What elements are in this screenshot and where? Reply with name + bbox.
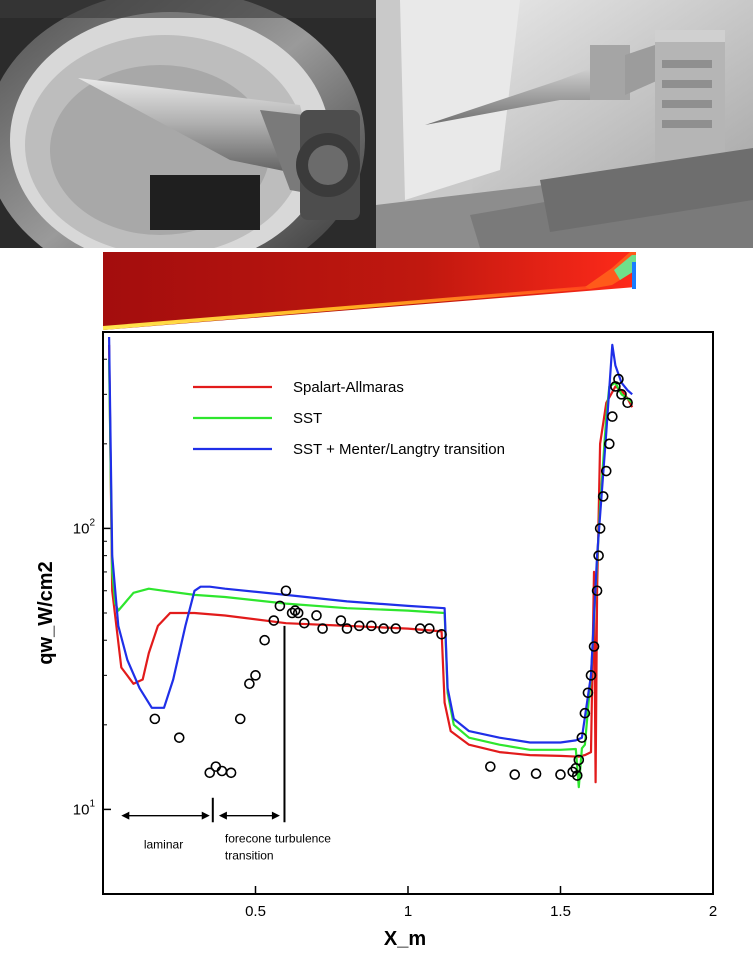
x-tick-label: 0.5 (245, 903, 266, 920)
experiment-point (622, 397, 633, 409)
series-line-sst-menter-langtry-transition (108, 336, 633, 744)
annotation-label-laminar: laminar (144, 838, 183, 852)
experiment-point (509, 769, 521, 780)
series-line-sst (108, 359, 633, 789)
experiment-point (204, 767, 216, 779)
experiment-point (390, 623, 402, 634)
y-tick-label: 101 (73, 798, 96, 818)
heat-flux-chart: 0.5 1 1.5 2 101 102 laminar forecone turbulenc… (35, 331, 717, 950)
experiment-point (366, 620, 377, 632)
legend-label: Spalart-Allmaras (293, 379, 404, 396)
annotation-arrowhead (218, 811, 227, 820)
wind-tunnel-cone-photo (0, 0, 376, 248)
experiment-point (311, 610, 322, 621)
experiment-point (582, 687, 594, 699)
experiment-point (244, 678, 255, 690)
experiment-point (268, 615, 280, 626)
experiment-point (600, 465, 612, 477)
experiment-point (607, 411, 618, 422)
experiment-point (613, 373, 624, 385)
photo-band (0, 0, 753, 248)
annotation-label-transition: transition (225, 849, 274, 863)
experiment-point (555, 769, 566, 780)
y-axis-title: qw_W/cm2 (35, 561, 57, 664)
experiment-point (571, 770, 583, 781)
experiment-point (341, 623, 353, 634)
experiment-point (225, 767, 237, 779)
series-line-spalart-allmaras (108, 344, 634, 784)
experiment-point (436, 628, 447, 640)
experiment-point (280, 585, 292, 597)
experiment-point (579, 707, 591, 719)
experiment-point (292, 607, 304, 619)
annotation-arrowhead (201, 811, 210, 820)
x-axis-title: X_m (384, 928, 426, 950)
annotation-arrowhead (271, 811, 280, 820)
experiment-point (289, 605, 301, 616)
experiment-point (353, 620, 365, 632)
experiment-point (585, 670, 597, 681)
annotation-arrowhead (121, 811, 130, 820)
experiment-point (149, 713, 161, 725)
experiment-point (573, 754, 585, 766)
chart-legend: Spalart-Allmaras SST SST + Menter/Langtry … (193, 379, 505, 458)
experiment-point (286, 607, 298, 619)
x-tick-label: 1 (404, 903, 412, 920)
experiment-point (603, 438, 615, 450)
experiment-point (317, 623, 328, 634)
experiment-point (335, 615, 347, 626)
experiment-point (298, 617, 310, 629)
experiment-point (424, 623, 435, 634)
experiment-point (593, 550, 604, 561)
legend-label: SST + Menter/Langtry transition (293, 441, 505, 458)
experiment-point (274, 600, 286, 612)
x-tick-label: 2 (709, 903, 717, 920)
x-tick-label: 1.5 (550, 903, 571, 920)
experiment-point (588, 641, 600, 652)
experiment-point (378, 623, 389, 634)
cfd-flow-field (103, 252, 636, 330)
cone-model-cad-render (376, 0, 753, 248)
experiment-point (530, 768, 542, 779)
legend-label: SST (293, 410, 322, 427)
experiment-point (591, 585, 603, 597)
experiment-point (173, 732, 185, 743)
y-tick-label: 102 (73, 517, 96, 537)
experiment-point (250, 670, 261, 681)
experiment-point (616, 389, 627, 400)
experiment-point (485, 761, 496, 772)
experiment-point (234, 713, 246, 725)
experiment-point (576, 732, 588, 743)
experiment-point (597, 491, 609, 502)
experiment-point (259, 634, 270, 646)
experiment-point (594, 523, 606, 534)
annotation-label-transition: forecone turbulence (225, 832, 331, 846)
